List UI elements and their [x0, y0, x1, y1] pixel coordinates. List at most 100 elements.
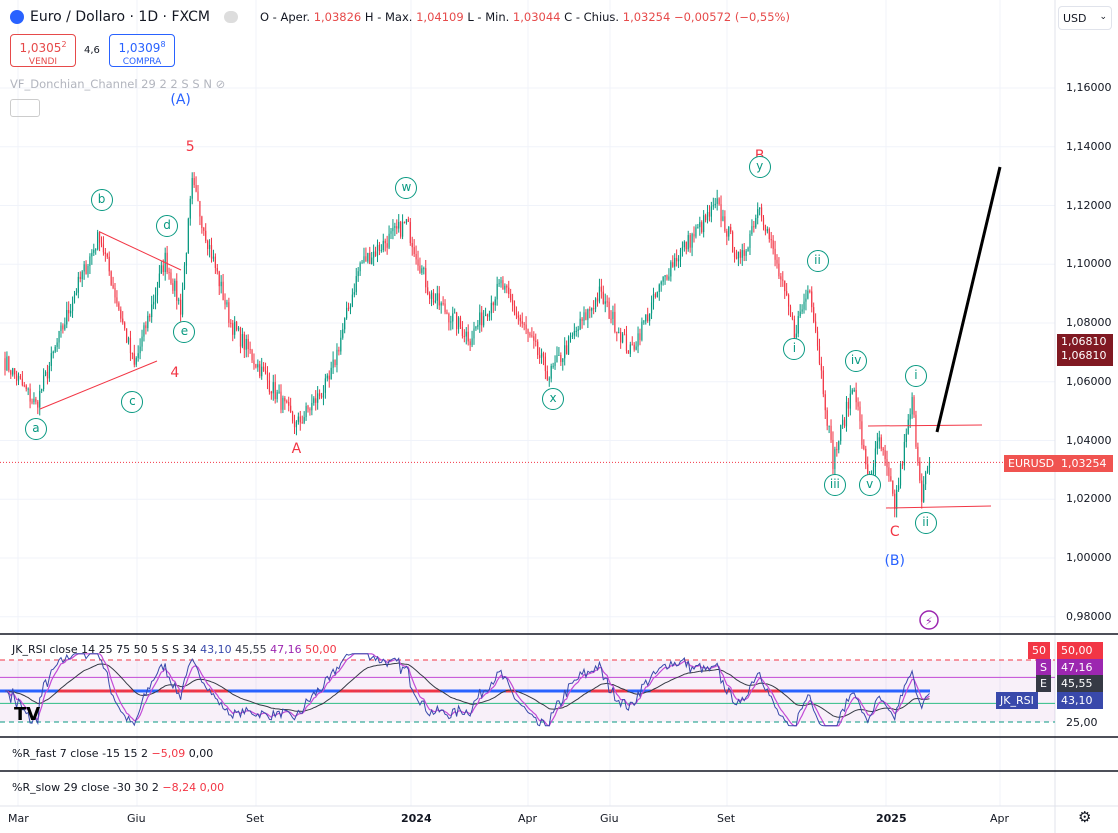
candle-body	[158, 273, 160, 288]
wave-label[interactable]: C	[889, 523, 900, 540]
candle-body	[548, 378, 550, 380]
collapse-legend-button[interactable]	[223, 11, 238, 23]
candle-body	[926, 468, 929, 473]
settings-icon[interactable]: ⚙	[1078, 808, 1092, 826]
candle-body	[674, 257, 676, 267]
candle-body	[677, 259, 680, 262]
wave-label[interactable]: B	[755, 148, 765, 164]
wave-label[interactable]: 5	[185, 138, 195, 155]
candle-body	[359, 263, 361, 272]
candle-body	[691, 233, 693, 248]
wave-label[interactable]: (A)	[170, 91, 191, 108]
candle-body	[405, 219, 408, 224]
candle-body	[928, 462, 931, 469]
candle-body	[921, 480, 923, 502]
wave-label[interactable]: (B)	[884, 552, 905, 569]
sell-button[interactable]: 1,03052 VENDI	[10, 34, 76, 67]
candle-body	[351, 294, 353, 307]
wave-label[interactable]: c	[121, 391, 144, 414]
candle-body	[4, 358, 6, 370]
candle-body	[907, 419, 909, 434]
wave-label[interactable]: e	[173, 320, 196, 343]
candle-body	[909, 414, 911, 420]
candle-body	[153, 301, 155, 305]
candle-body	[245, 338, 247, 350]
candle-body	[826, 410, 828, 426]
candle-body	[730, 226, 732, 232]
symbol-tag: EURUSD	[1004, 455, 1059, 472]
candle-body	[523, 323, 525, 325]
candle-body	[753, 226, 755, 228]
wave-label[interactable]: v	[858, 473, 881, 496]
collapse-indicators-button[interactable]	[10, 99, 40, 117]
candle-body	[276, 392, 278, 400]
currency-select[interactable]: USD ⌄	[1058, 6, 1112, 30]
wave-label[interactable]: y	[748, 156, 771, 179]
wave-label[interactable]: i	[904, 364, 927, 387]
wave-label[interactable]: iv	[845, 350, 868, 373]
candle-body	[212, 256, 215, 259]
time-axis-label: Set	[717, 812, 736, 825]
wave-label[interactable]: b	[90, 188, 113, 211]
candle-body	[394, 226, 396, 228]
candle-body	[176, 280, 178, 301]
wave-label[interactable]: i	[783, 338, 806, 361]
candle-body	[392, 227, 394, 232]
candle-body	[874, 448, 877, 467]
wave-label[interactable]: x	[542, 388, 565, 411]
candle-body	[687, 235, 689, 250]
candle-body	[95, 249, 97, 251]
rsi-tag-key: JK_RSI	[996, 691, 1038, 709]
candle-body	[178, 299, 180, 301]
wave-label[interactable]: a	[24, 417, 47, 440]
candle-body	[8, 356, 10, 371]
candle-body	[639, 333, 641, 340]
candle-body	[185, 253, 188, 266]
candle-body	[207, 240, 209, 249]
candle-body	[46, 371, 49, 379]
indicator-donchian[interactable]: VF_Donchian_Channel 29 2 2 S S N ⊘	[10, 77, 226, 91]
wave-label[interactable]: w	[395, 176, 418, 199]
wave-label[interactable]: A	[291, 441, 302, 458]
candle-body	[41, 389, 43, 391]
alert-price-tag: 1,06810 1,06810	[1057, 334, 1113, 366]
wave-label[interactable]: ii	[914, 511, 937, 534]
symbol-title[interactable]: Euro / Dollaro · 1D · FXCM	[30, 9, 210, 25]
candle-body	[98, 232, 101, 243]
candle-body	[241, 334, 243, 347]
wave-label[interactable]: ii	[806, 250, 829, 273]
candle-body	[737, 251, 739, 259]
candle-body	[925, 472, 927, 485]
candle-body	[660, 281, 662, 285]
candle-body	[762, 217, 765, 225]
candle-body	[37, 401, 39, 408]
candle-body	[303, 417, 305, 423]
candle-body	[89, 256, 91, 266]
candle-body	[882, 448, 884, 451]
candle-body	[749, 233, 751, 248]
candle-body	[180, 299, 182, 315]
candle-body	[450, 321, 452, 323]
wave-label[interactable]: d	[156, 215, 179, 238]
candle-body	[724, 216, 726, 232]
rfast-legend[interactable]: %R_fast 7 close -15 15 2 −5,09 0,00	[12, 747, 214, 760]
candle-body	[162, 265, 164, 273]
candle-body	[888, 467, 890, 477]
candle-body	[193, 178, 195, 186]
candle-body	[608, 301, 610, 319]
rsi-legend[interactable]: JK_RSI close 14 25 75 50 5 S S 34 43,10 …	[12, 643, 337, 656]
hidden-eye-icon[interactable]: ⊘	[215, 77, 226, 91]
candle-body	[237, 327, 240, 330]
candle-body	[923, 484, 925, 502]
wave-label[interactable]: 4	[170, 364, 180, 381]
candle-body	[500, 280, 502, 284]
candle-body	[496, 283, 498, 300]
candle-body	[224, 300, 226, 305]
candle-body	[521, 321, 523, 324]
rslow-legend[interactable]: %R_slow 29 close -30 30 2 −8,24 0,00	[12, 781, 225, 794]
buy-button[interactable]: 1,03098 COMPRA	[109, 34, 175, 67]
candle-body	[266, 373, 269, 381]
wave-label[interactable]: iii	[823, 473, 846, 496]
candle-body	[834, 449, 836, 470]
